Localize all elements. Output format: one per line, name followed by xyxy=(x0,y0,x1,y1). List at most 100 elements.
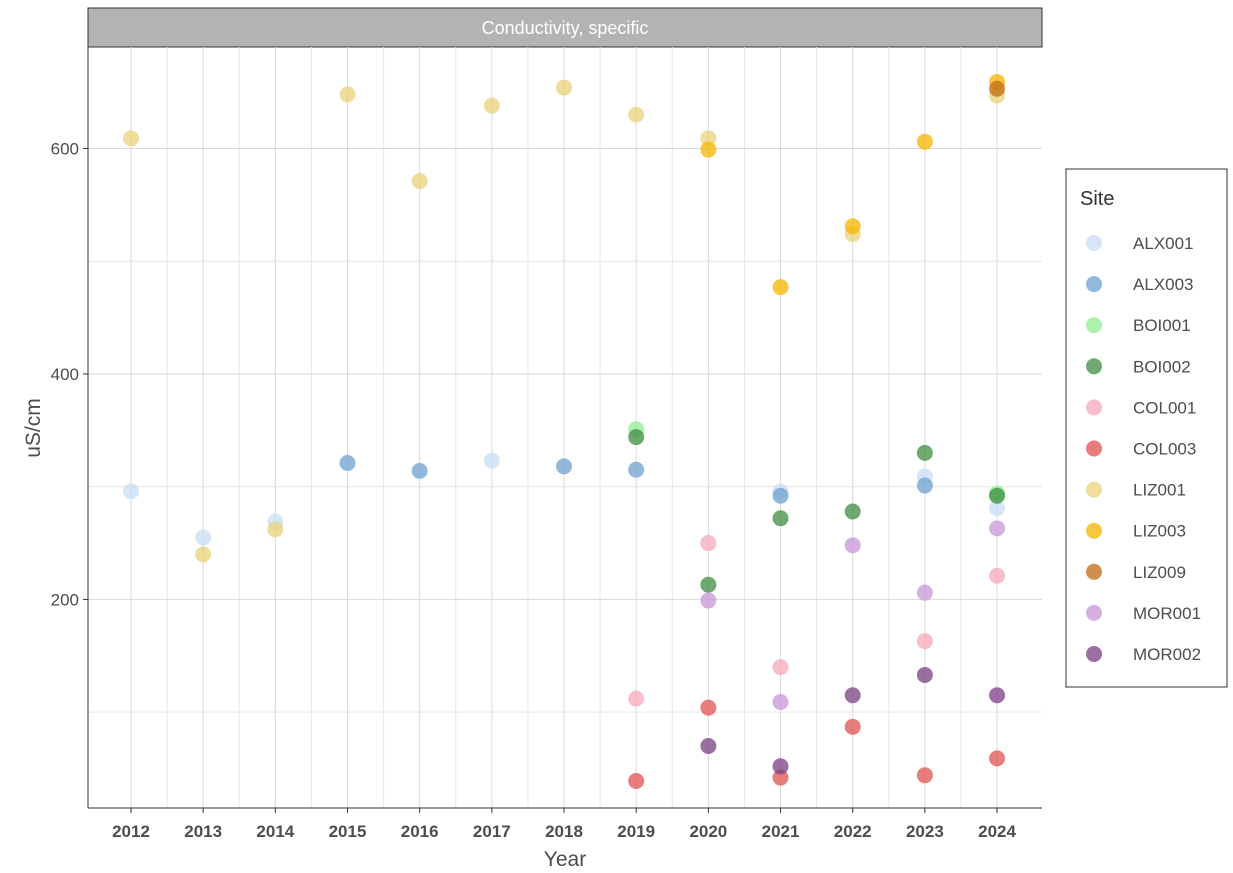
point-alx003-2016 xyxy=(411,462,428,479)
x-tick-label: 2012 xyxy=(112,822,150,841)
point-col003-2021 xyxy=(772,769,789,786)
point-mor002-2020 xyxy=(700,737,717,754)
point-col001-2021 xyxy=(772,659,789,676)
legend-key-liz009 xyxy=(1086,563,1102,580)
point-col003-2022 xyxy=(844,718,861,735)
facet-strip-title: Conductivity, specific xyxy=(482,18,649,38)
point-liz001-2018 xyxy=(556,79,573,96)
point-mor002-2023 xyxy=(916,666,933,683)
facet-strip xyxy=(87,7,1043,48)
point-alx001-2024 xyxy=(989,500,1006,517)
legend-label-mor001: MOR001 xyxy=(1133,604,1201,623)
point-liz001-2017 xyxy=(483,97,500,114)
point-col001-2024 xyxy=(989,567,1006,584)
x-tick-label: 2019 xyxy=(617,822,655,841)
point-alx001-2013 xyxy=(195,529,212,546)
point-boi002-2023 xyxy=(916,444,933,461)
point-mor001-2024 xyxy=(989,520,1006,537)
legend-label-mor002: MOR002 xyxy=(1133,645,1201,664)
point-col003-2020 xyxy=(700,699,717,716)
point-alx003-2019 xyxy=(628,461,645,478)
point-mor002-2022 xyxy=(844,687,861,704)
y-axis-title: uS/cm xyxy=(22,398,45,458)
point-liz001-2015 xyxy=(339,86,356,103)
point-liz001-2012 xyxy=(123,130,139,147)
legend-label-boi001: BOI001 xyxy=(1133,316,1191,335)
legend-label-col001: COL001 xyxy=(1133,398,1196,417)
legend-label-alx003: ALX003 xyxy=(1133,275,1194,294)
legend-key-col003 xyxy=(1086,440,1102,457)
legend-key-mor001 xyxy=(1086,604,1102,621)
y-tick-labels: 200 400 600 xyxy=(51,139,88,609)
y-tick-label: 600 xyxy=(51,139,79,158)
point-mor002-2024 xyxy=(989,687,1006,704)
point-liz003-2020 xyxy=(700,141,717,158)
legend-key-mor002 xyxy=(1086,646,1102,662)
x-tick-label: 2018 xyxy=(545,822,583,841)
legend-title: Site xyxy=(1080,188,1114,210)
point-mor001-2020 xyxy=(700,592,717,609)
y-tick-label: 400 xyxy=(51,365,79,384)
legend: Site ALX001 ALX003 BOI001 BOI002 COL001 COL00… xyxy=(1065,168,1228,688)
legend-box xyxy=(1065,168,1228,688)
point-mor001-2022 xyxy=(844,537,861,554)
legend-label-alx001: ALX001 xyxy=(1133,234,1194,253)
point-liz001-2019 xyxy=(628,106,645,123)
x-tick-label: 2016 xyxy=(401,822,439,841)
point-alx003-2023 xyxy=(916,477,933,494)
x-tick-label: 2020 xyxy=(689,822,727,841)
point-liz001-2013 xyxy=(195,546,212,563)
point-alx003-2015 xyxy=(339,455,356,472)
x-tick-label: 2023 xyxy=(906,822,944,841)
point-boi002-2024 xyxy=(989,487,1006,504)
x-tick-label: 2015 xyxy=(329,822,367,841)
legend-key-liz003 xyxy=(1086,522,1102,539)
point-liz001-2014 xyxy=(267,521,284,538)
point-alx001-2012 xyxy=(123,483,139,500)
point-boi002-2020 xyxy=(700,576,717,593)
legend-label-liz009: LIZ009 xyxy=(1133,563,1186,582)
legend-key-boi001 xyxy=(1086,317,1102,334)
x-axis-title: Year xyxy=(544,848,586,871)
point-mor001-2023 xyxy=(916,584,933,601)
x-tick-label: 2024 xyxy=(978,822,1016,841)
point-col003-2023 xyxy=(916,767,933,784)
point-liz009-2024 xyxy=(989,80,1006,97)
x-tick-label: 2021 xyxy=(762,822,800,841)
legend-label-col003: COL003 xyxy=(1133,440,1196,459)
legend-label-boi002: BOI002 xyxy=(1133,357,1191,376)
point-liz003-2023 xyxy=(916,133,933,150)
legend-key-alx003 xyxy=(1086,276,1102,293)
point-liz003-2021 xyxy=(772,279,789,296)
point-col001-2023 xyxy=(916,633,933,650)
point-liz001-2016 xyxy=(411,173,428,190)
point-mor001-2021 xyxy=(772,694,789,711)
point-boi002-2022 xyxy=(844,503,861,520)
legend-items: ALX001 ALX003 BOI001 BOI002 COL001 COL003 LIZ0… xyxy=(1086,234,1201,664)
legend-label-liz003: LIZ003 xyxy=(1133,522,1186,541)
legend-label-liz001: LIZ001 xyxy=(1133,481,1186,500)
point-alx003-2021 xyxy=(772,487,789,504)
point-liz001-2020 xyxy=(700,130,717,147)
x-tick-label: 2022 xyxy=(834,822,872,841)
x-tick-labels: 2012 2013 2014 2015 2016 2017 2018 2019 2020 2021… xyxy=(112,808,1016,841)
data-points xyxy=(123,73,1006,789)
point-col003-2019 xyxy=(628,772,645,789)
point-mor002-2021 xyxy=(772,758,789,775)
point-boi002-2019 xyxy=(628,429,645,446)
x-tick-label: 2013 xyxy=(184,822,222,841)
point-col001-2020 xyxy=(700,535,717,552)
legend-key-alx001 xyxy=(1086,235,1102,251)
plot-grid xyxy=(88,47,1042,808)
point-alx003-2018 xyxy=(556,458,573,475)
legend-key-boi002 xyxy=(1086,358,1102,375)
x-tick-label: 2014 xyxy=(256,822,294,841)
y-tick-label: 200 xyxy=(51,590,79,609)
point-col003-2024 xyxy=(989,750,1006,767)
point-liz003-2022 xyxy=(844,218,861,235)
legend-key-liz001 xyxy=(1086,481,1102,498)
point-boi002-2021 xyxy=(772,510,789,527)
x-tick-label: 2017 xyxy=(473,822,511,841)
point-col001-2019 xyxy=(628,690,645,707)
